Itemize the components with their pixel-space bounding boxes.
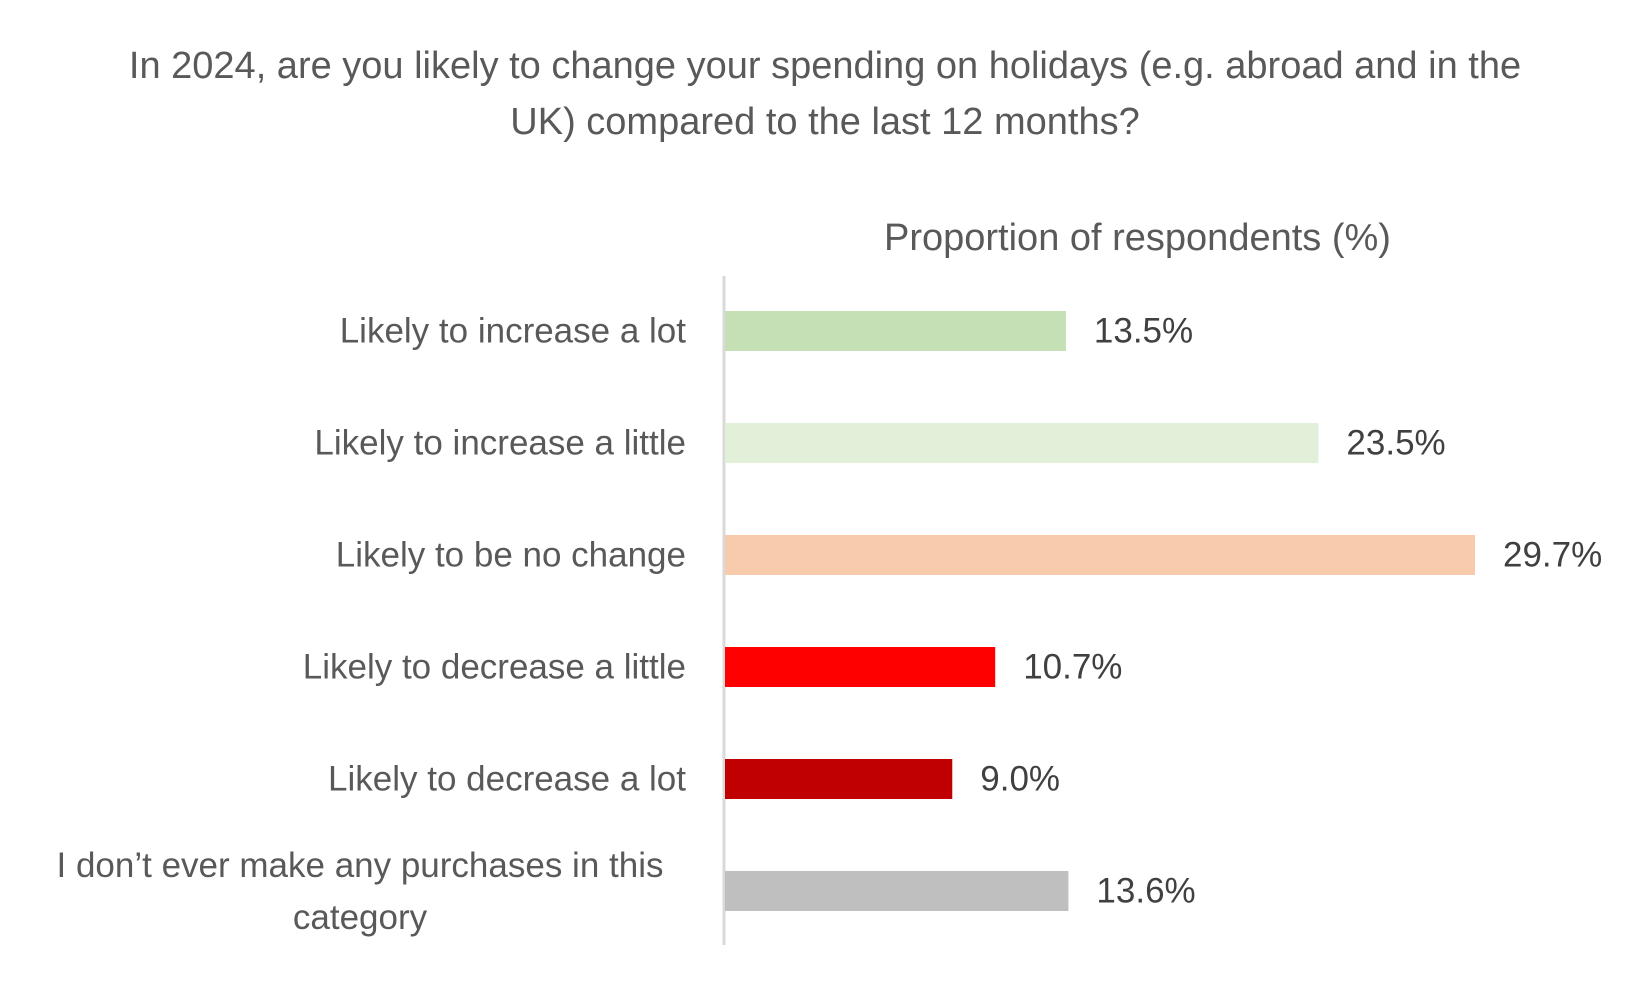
data-label: 13.6%	[1096, 872, 1195, 911]
x-axis-title: Proportion of respondents (%)	[884, 217, 1391, 259]
category-label: Likely to decrease a lot	[328, 760, 686, 799]
bar	[725, 871, 1069, 911]
bar	[725, 423, 1319, 463]
bar	[725, 311, 1066, 351]
data-label: 10.7%	[1023, 648, 1122, 687]
data-label: 13.5%	[1094, 312, 1193, 351]
bar	[725, 759, 953, 799]
chart-title: In 2024, are you likely to change your s…	[128, 45, 1522, 143]
data-label: 23.5%	[1346, 424, 1445, 463]
category-label: Likely to be no change	[336, 536, 686, 575]
category-label: Likely to increase a little	[314, 424, 686, 463]
category-label-line: category	[293, 898, 428, 937]
bar	[725, 647, 996, 687]
category-label: Likely to increase a lot	[340, 312, 687, 351]
category-label-line: I don’t ever make any purchases in this	[57, 846, 664, 885]
data-label: 9.0%	[980, 760, 1060, 799]
category-label: I don’t ever make any purchases in this c…	[57, 846, 664, 937]
category-label: Likely to decrease a little	[303, 648, 686, 687]
data-label: 29.7%	[1503, 536, 1602, 575]
bar	[725, 535, 1475, 575]
